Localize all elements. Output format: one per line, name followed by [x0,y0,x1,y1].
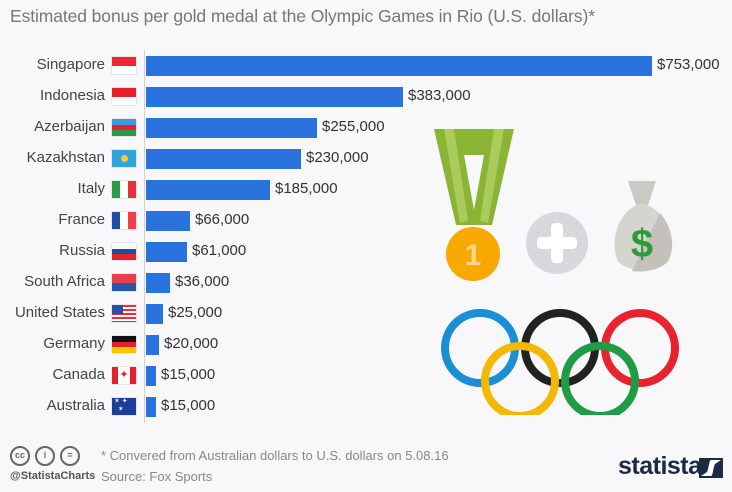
category-label: Kazakhstan [26,149,105,166]
plus-icon [526,212,588,274]
bar [146,211,190,231]
category-label: Singapore [36,56,105,73]
money-bag-icon: $ [614,181,673,272]
illustration: 1 $ [434,129,679,415]
value-label: $15,000 [161,366,216,383]
cc-license-icon: cc [10,446,30,466]
category-label: Italy [77,180,105,197]
flag-icon [112,212,136,229]
flag-icon [112,150,136,167]
bar [146,366,156,386]
bar [146,335,159,355]
flag-icon: ✶ ✦ ✶ [112,398,136,415]
value-label: $20,000 [164,335,219,352]
table-row: Azerbaijan $255,000 [0,112,732,143]
bar [146,87,403,107]
value-label: $15,000 [161,397,216,414]
value-label: $36,000 [175,273,230,290]
value-label: $185,000 [275,180,338,197]
svg-text:$: $ [631,222,653,266]
bar [146,273,170,293]
flag-icon [112,88,136,105]
table-row: Germany $20,000 [0,329,732,360]
source: Source: Fox Sports [101,469,213,484]
y-axis-line [144,50,145,422]
statista-logo[interactable]: statista [618,452,702,480]
footnote: * Convered from Australian dollars to U.… [101,448,449,463]
bar [146,56,652,76]
no-derivatives-icon: = [60,446,80,466]
statista-logo-icon [699,458,723,478]
attribution-icon: i [35,446,55,466]
value-label: $753,000 [657,56,720,73]
category-label: Indonesia [39,87,105,104]
table-row: Canada ✦ $15,000 [0,360,732,391]
bar [146,304,163,324]
category-label: Australia [46,397,105,414]
bar [146,180,270,200]
flag-icon: ✦ [112,367,136,384]
flag-icon [112,119,136,136]
category-label: Azerbaijan [34,118,105,135]
chart-title: Estimated bonus per gold medal at the Ol… [10,6,595,26]
category-label: Russia [59,242,105,259]
table-row: Kazakhstan $230,000 [0,143,732,174]
bar [146,149,301,169]
flag-icon [112,181,136,198]
value-label: $383,000 [408,87,471,104]
category-label: United States [14,304,105,321]
bar [146,242,187,262]
value-label: $25,000 [168,304,223,321]
value-label: $255,000 [322,118,385,135]
flag-icon [112,57,136,74]
olympic-rings-icon [441,309,679,415]
flag-icon [112,274,136,291]
table-row: Australia ✶ ✦ ✶ $15,000 [0,391,732,422]
flag-icon [112,305,136,322]
table-row: Indonesia $383,000 [0,81,732,112]
twitter-handle[interactable]: @StatistaCharts [10,470,96,482]
category-label: Germany [43,335,105,352]
table-row: Singapore $753,000 [0,50,732,81]
svg-text:1: 1 [465,239,482,272]
table-row: United States $25,000 [0,298,732,329]
table-row: Italy $185,000 [0,174,732,205]
table-row: Russia $61,000 [0,236,732,267]
gold-medal-icon: 1 [434,129,514,281]
table-row: France $66,000 [0,205,732,236]
bar [146,397,156,417]
category-label: France [58,211,105,228]
bar [146,118,317,138]
flag-icon [112,336,136,353]
category-label: South Africa [24,273,105,290]
value-label: $66,000 [195,211,250,228]
category-label: Canada [52,366,105,383]
value-label: $230,000 [306,149,369,166]
value-label: $61,000 [192,242,247,259]
flag-icon [112,243,136,260]
table-row: South Africa $36,000 [0,267,732,298]
